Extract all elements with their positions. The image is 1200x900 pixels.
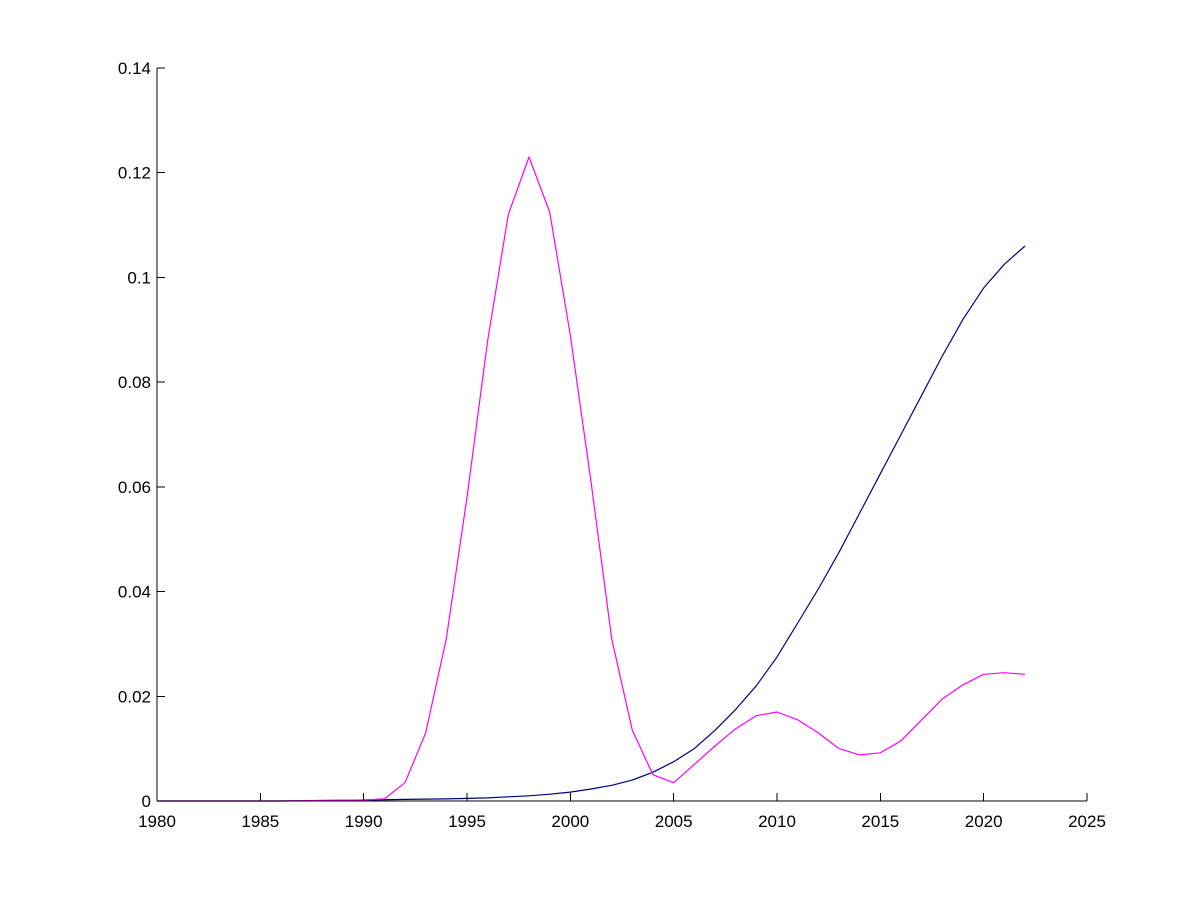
x-tick-label: 2000 bbox=[551, 812, 589, 831]
y-tick-label: 0.14 bbox=[118, 59, 151, 78]
series-layer bbox=[157, 156, 1026, 802]
y-tick-label: 0.12 bbox=[118, 164, 151, 183]
axes bbox=[156, 68, 1087, 802]
series-line-1 bbox=[157, 245, 1026, 802]
x-tick-label: 1980 bbox=[138, 812, 176, 831]
x-tick-label: 2005 bbox=[655, 812, 693, 831]
y-tick-label: 0.08 bbox=[118, 373, 151, 392]
y-tick-label: 0 bbox=[142, 792, 151, 811]
y-tick-label: 0.04 bbox=[118, 583, 151, 602]
y-tick-label: 0.02 bbox=[118, 687, 151, 706]
x-tick-label: 2015 bbox=[861, 812, 899, 831]
x-tick-label: 2020 bbox=[965, 812, 1003, 831]
x-tick-label: 2025 bbox=[1068, 812, 1106, 831]
series-line-2 bbox=[157, 156, 1026, 802]
y-tick-label: 0.06 bbox=[118, 478, 151, 497]
ticks: 1980 1985 1990 1995 2000 2005 2010 2015 2020 2025… bbox=[118, 59, 1106, 831]
x-tick-label: 1985 bbox=[241, 812, 279, 831]
x-tick-label: 2010 bbox=[758, 812, 796, 831]
x-tick-label: 1995 bbox=[448, 812, 486, 831]
y-tick-label: 0.1 bbox=[127, 268, 151, 287]
x-tick-label: 1990 bbox=[345, 812, 383, 831]
